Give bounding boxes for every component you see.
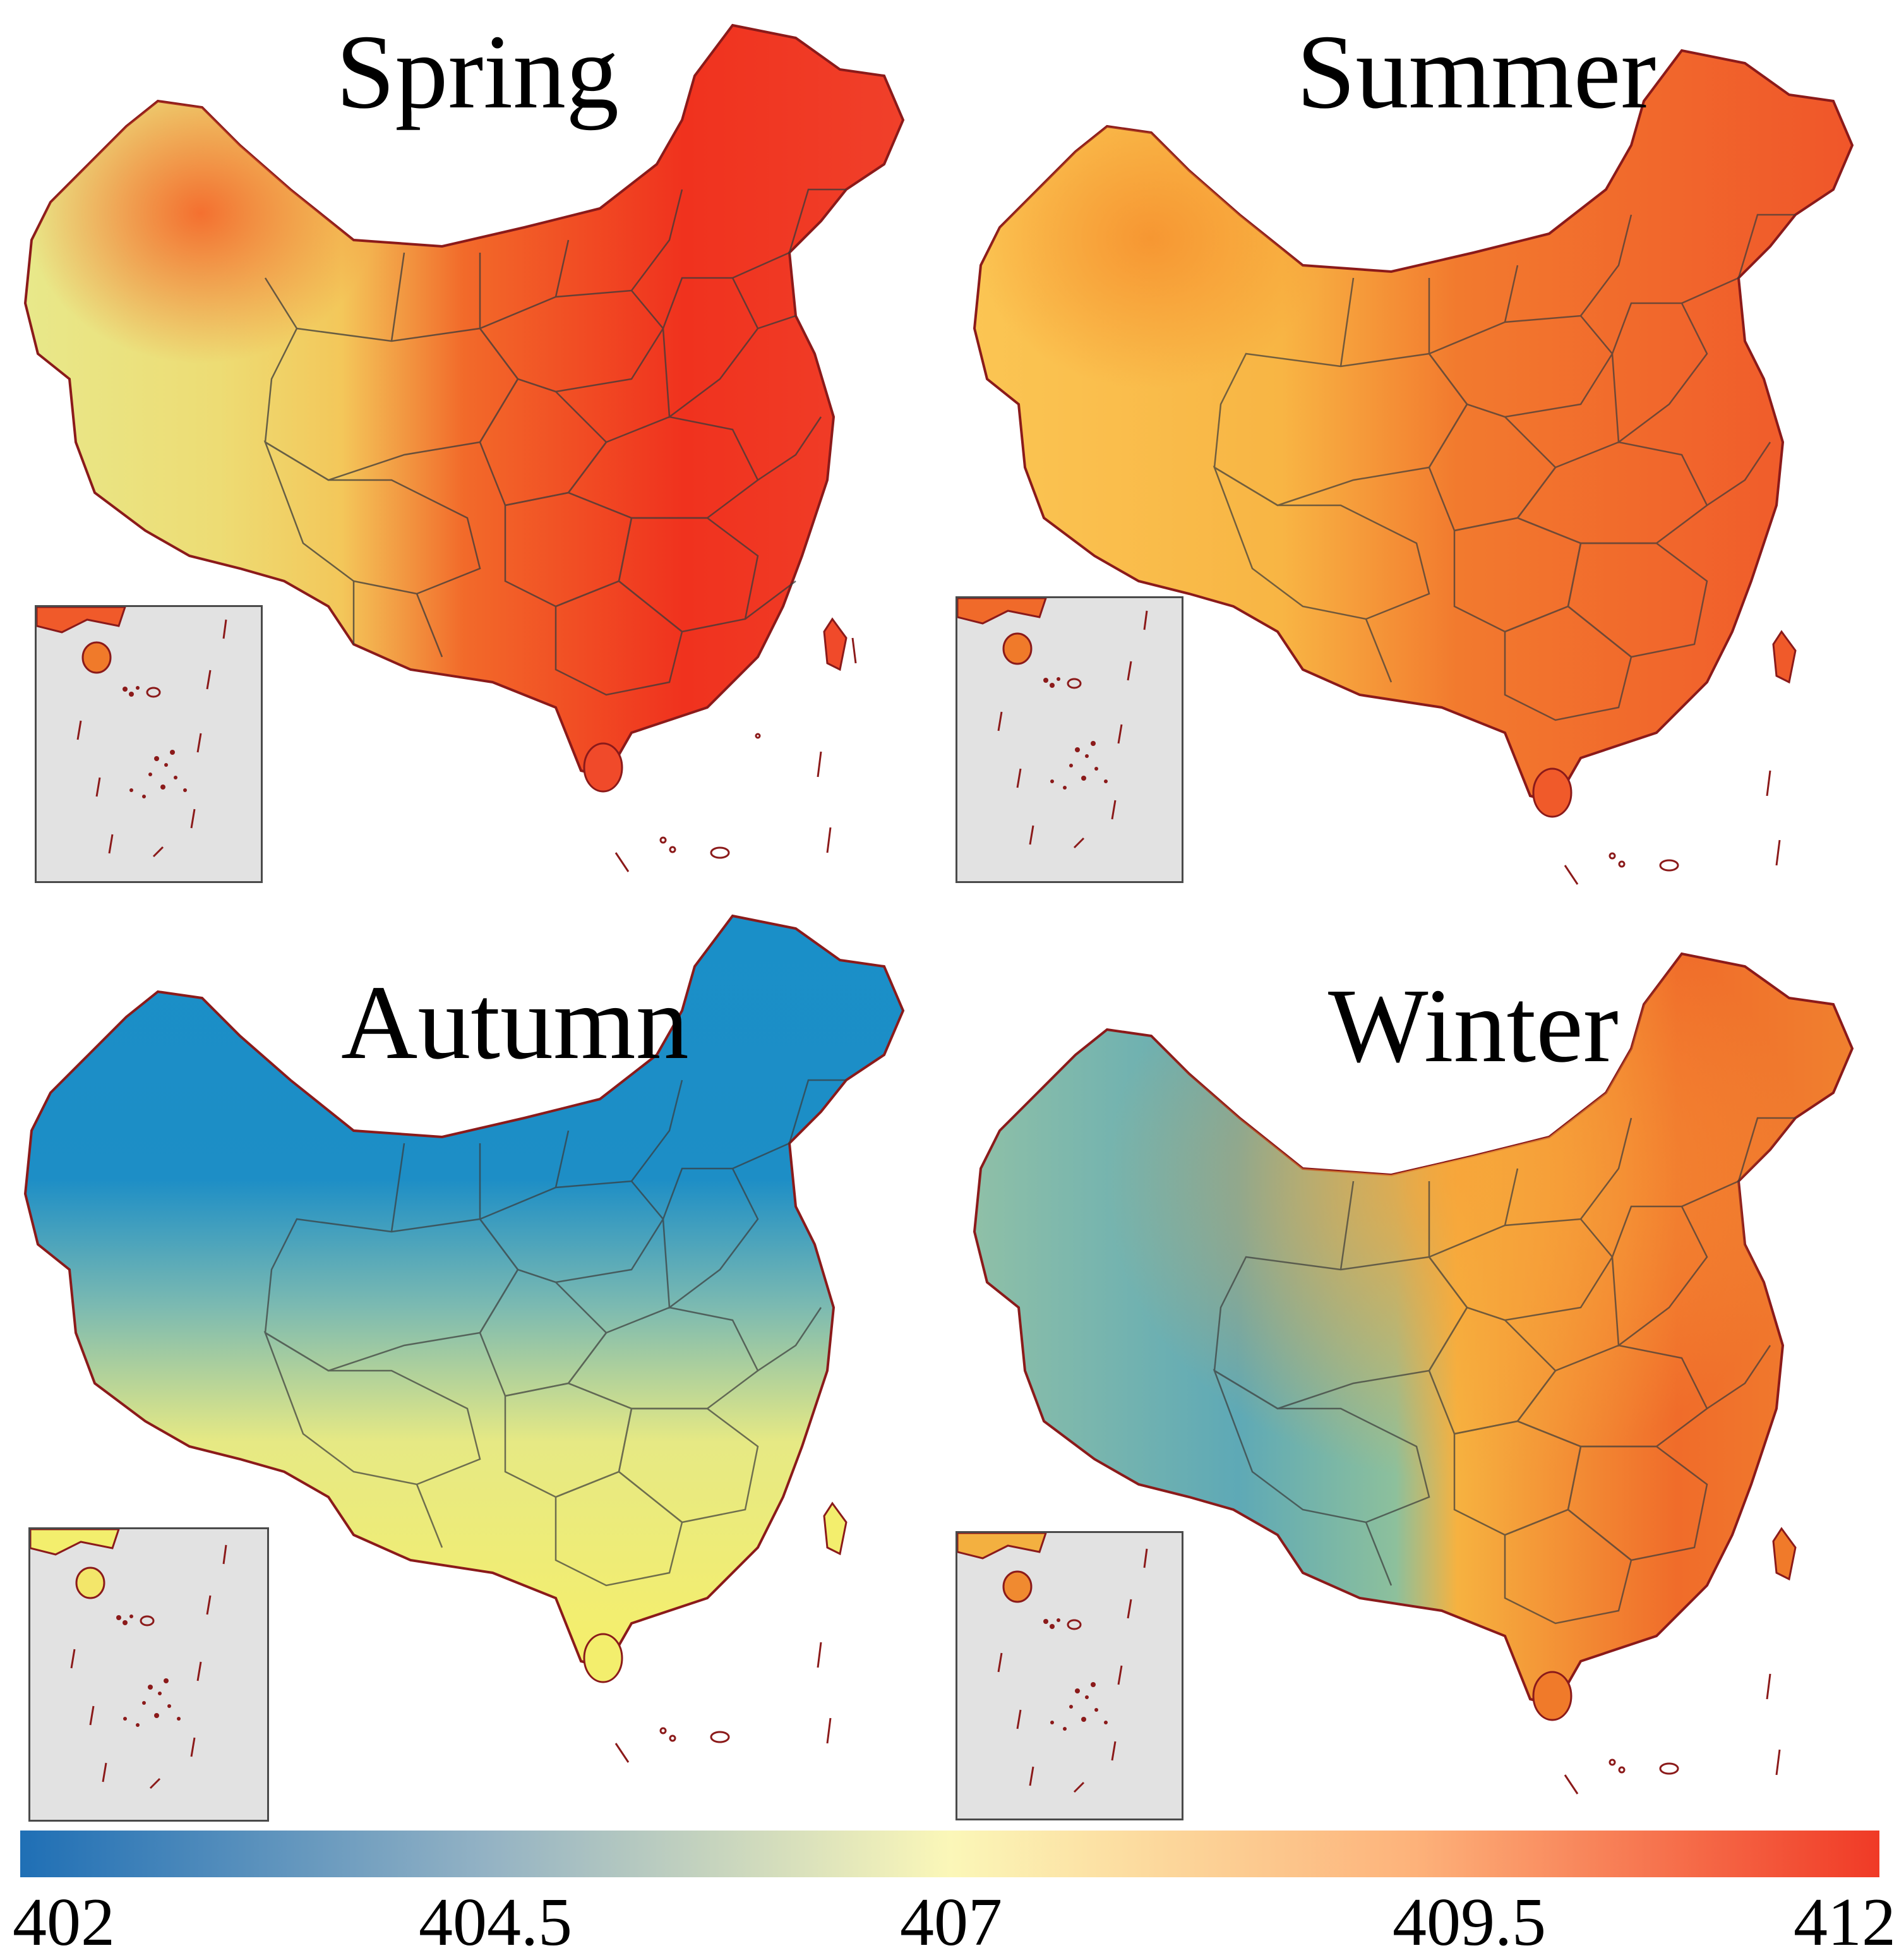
colorbar-tick-402: 402 [13, 1885, 115, 1960]
china-map-spring [23, 23, 905, 872]
south-china-sea-inset-winter [955, 1531, 1183, 1820]
colorbar [20, 1831, 1879, 1877]
season-title-winter: Winter [1328, 967, 1619, 1085]
country-shape [23, 23, 905, 779]
china-map-summer [973, 49, 1854, 885]
colorbar-tick-407: 407 [900, 1885, 1002, 1960]
province-borders [263, 1079, 846, 1587]
china-map-autumn [23, 914, 905, 1763]
colorbar-tick-409-5: 409.5 [1393, 1885, 1546, 1960]
map-panel-summer: Summer [949, 0, 1899, 897]
season-title-autumn: Autumn [341, 964, 689, 1081]
south-sea-dashes [1564, 1673, 1781, 1795]
south-china-sea-inset-summer [955, 596, 1183, 883]
colorbar-tick-404-5: 404.5 [419, 1885, 572, 1960]
province-borders [263, 188, 846, 696]
country-shape [973, 952, 1854, 1707]
map-panel-autumn: Autumn [0, 897, 949, 1825]
colorbar-tick-412: 412 [1794, 1885, 1896, 1960]
season-title-spring: Spring [336, 13, 620, 131]
province-borders [1213, 1117, 1795, 1625]
province-borders [1213, 213, 1795, 721]
south-china-sea-inset-autumn [28, 1527, 269, 1822]
islands [583, 617, 848, 793]
south-china-sea-inset-spring [35, 605, 263, 883]
islands [1532, 1527, 1797, 1721]
country-shape [973, 49, 1854, 804]
islands [583, 1501, 848, 1683]
south-sea-dashes [1564, 770, 1781, 885]
map-panel-spring: Spring [0, 0, 949, 897]
map-panel-winter: Winter [949, 897, 1899, 1825]
season-title-summer: Summer [1297, 13, 1656, 131]
islands [1532, 630, 1797, 818]
south-sea-dashes [614, 1642, 832, 1763]
south-sea-dashes [614, 637, 857, 872]
country-shape [23, 914, 905, 1669]
china-map-winter [973, 952, 1854, 1795]
